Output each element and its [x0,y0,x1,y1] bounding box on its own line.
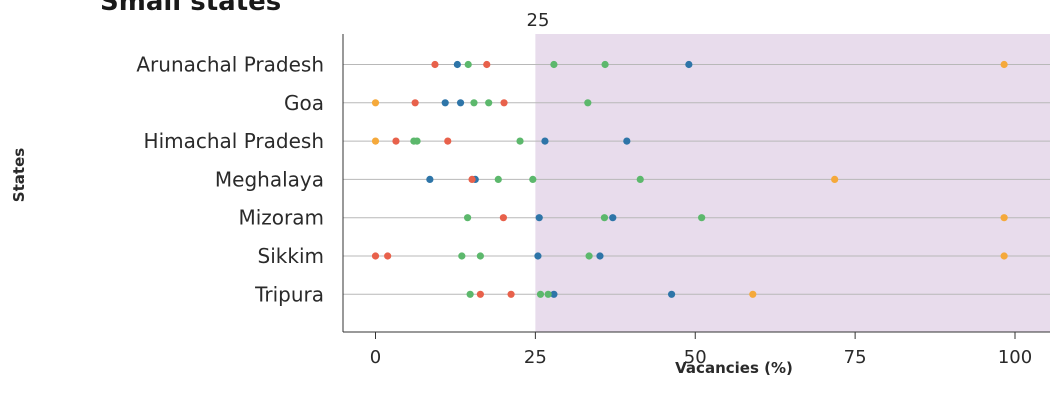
data-point [494,175,502,183]
data-point [485,99,493,107]
data-point [534,252,542,260]
data-point [600,214,609,222]
data-point [601,60,609,69]
data-point [426,175,434,183]
category-label: Goa [284,91,324,115]
x-tick-label: 25 [524,347,547,368]
data-points [371,60,1008,298]
data-point [453,60,461,69]
data-point [371,99,380,107]
data-point [500,99,508,107]
data-point [431,60,439,69]
x-tick-label: 0 [370,347,381,368]
x-axis-title: Vacancies (%) [675,359,793,377]
data-point [468,175,476,183]
data-point [685,60,693,69]
data-point [596,252,604,260]
data-point [466,290,474,298]
category-label: Mizoram [238,206,324,230]
x-tick-label: 100 [998,347,1032,368]
category-label: Sikkim [258,244,324,268]
category-labels: Arunachal Pradesh Goa Himachal Pradesh Megh… [136,53,324,307]
data-point [585,252,593,260]
data-point [456,99,465,107]
data-point [636,175,644,183]
category-label: Himachal Pradesh [144,129,324,153]
data-point [470,99,478,107]
x-tick-label: 50 [684,347,707,368]
data-point [536,290,545,298]
data-point [411,99,419,107]
data-point [749,290,757,298]
data-point [444,137,452,145]
x-axis-ticks: 0 25 50 75 100 [370,332,1032,368]
data-point [371,252,380,260]
data-point [464,60,472,69]
data-point [831,175,839,183]
data-point [584,99,592,107]
data-point [499,214,507,222]
threshold-label: 25 [527,10,550,31]
chart-title: Small states [100,0,281,17]
data-point [441,99,449,107]
data-point [413,137,421,145]
data-point [507,290,515,298]
data-point [371,137,380,145]
data-point [550,60,558,69]
data-point [550,290,558,298]
data-point [623,137,631,145]
data-point [529,175,537,183]
data-point [1000,60,1008,69]
category-label: Arunachal Pradesh [136,53,324,77]
category-label: Meghalaya [215,167,324,191]
data-point [609,214,617,222]
data-point [392,137,400,145]
y-axis-title: States [10,148,28,202]
data-point [541,137,549,145]
data-point [463,214,472,222]
x-tick-label: 75 [844,347,867,368]
data-point [476,252,484,260]
category-label: Tripura [254,282,324,306]
threshold-shaded-region [535,34,1050,332]
data-point [384,252,392,260]
data-point [516,137,524,145]
data-point [458,252,466,260]
data-point [483,60,491,69]
data-point [667,290,676,298]
data-point [1000,252,1008,260]
data-point [535,214,543,222]
data-point [1000,214,1008,222]
data-point [698,214,706,222]
data-point [544,290,552,298]
data-point [476,290,484,298]
